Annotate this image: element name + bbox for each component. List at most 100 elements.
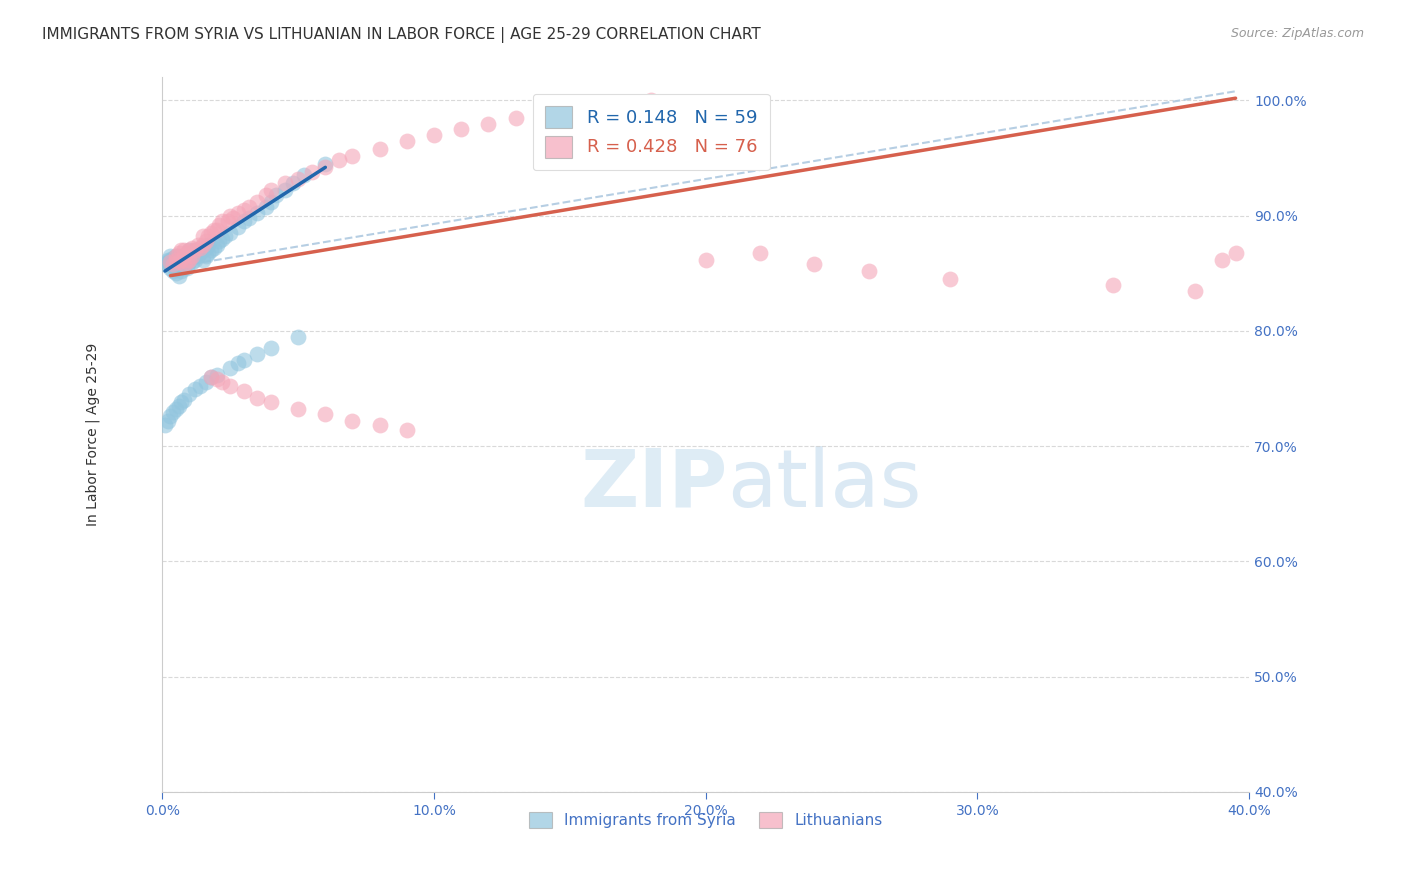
Point	[179, 255, 201, 269]
Point	[187, 249, 209, 263]
Point	[167, 399, 190, 413]
Point	[232, 384, 254, 398]
Point	[159, 260, 181, 275]
Point	[173, 260, 195, 275]
Point	[205, 368, 228, 382]
Point	[159, 249, 181, 263]
Point	[205, 222, 228, 236]
Point	[184, 244, 207, 258]
Text: Source: ZipAtlas.com: Source: ZipAtlas.com	[1230, 27, 1364, 40]
Point	[1102, 277, 1125, 292]
Point	[287, 330, 309, 344]
Point	[260, 395, 283, 409]
Point	[613, 95, 636, 110]
Point	[165, 249, 187, 263]
Point	[165, 255, 187, 269]
Point	[505, 111, 527, 125]
Point	[197, 245, 219, 260]
Point	[1184, 284, 1206, 298]
Point	[287, 402, 309, 417]
Point	[162, 257, 184, 271]
Point	[165, 260, 187, 275]
Point	[165, 252, 187, 267]
Point	[246, 206, 269, 220]
Point	[292, 169, 315, 183]
Point	[167, 255, 190, 269]
Point	[173, 257, 195, 271]
Point	[222, 211, 245, 225]
Point	[162, 404, 184, 418]
Point	[179, 244, 201, 258]
Y-axis label: In Labor Force | Age 25-29: In Labor Force | Age 25-29	[86, 343, 100, 526]
Point	[246, 194, 269, 209]
Point	[423, 128, 446, 142]
Point	[202, 241, 225, 255]
Point	[558, 103, 581, 117]
Point	[165, 402, 187, 417]
Point	[314, 407, 336, 421]
Point	[260, 194, 283, 209]
Point	[173, 249, 195, 263]
Point	[162, 255, 184, 269]
Point	[200, 226, 222, 240]
Point	[695, 252, 717, 267]
Point	[162, 252, 184, 266]
Point	[167, 245, 190, 260]
Point	[395, 134, 418, 148]
Point	[260, 341, 283, 355]
Point	[1225, 245, 1247, 260]
Point	[232, 214, 254, 228]
Point	[803, 257, 825, 271]
Point	[156, 414, 179, 428]
Point	[197, 237, 219, 252]
Point	[162, 260, 184, 274]
Point	[184, 244, 207, 258]
Point	[170, 244, 193, 258]
Point	[194, 234, 217, 248]
Point	[194, 375, 217, 389]
Point	[287, 172, 309, 186]
Point	[246, 391, 269, 405]
Point	[273, 177, 295, 191]
Point	[191, 229, 214, 244]
Point	[184, 382, 207, 396]
Point	[232, 202, 254, 217]
Point	[477, 116, 499, 130]
Point	[314, 157, 336, 171]
Point	[167, 255, 190, 269]
Point	[194, 249, 217, 263]
Point	[368, 418, 391, 433]
Point	[187, 237, 209, 252]
Point	[176, 255, 198, 269]
Point	[211, 214, 233, 228]
Point	[181, 249, 204, 263]
Point	[211, 375, 233, 389]
Point	[170, 252, 193, 267]
Point	[254, 188, 277, 202]
Point	[167, 268, 190, 283]
Point	[202, 222, 225, 236]
Point	[165, 266, 187, 280]
Point	[200, 244, 222, 258]
Point	[165, 249, 187, 263]
Point	[328, 153, 350, 168]
Point	[939, 272, 962, 286]
Point	[858, 264, 880, 278]
Point	[368, 142, 391, 156]
Point	[200, 370, 222, 384]
Point	[191, 237, 214, 252]
Point	[219, 360, 242, 375]
Point	[156, 255, 179, 269]
Point	[173, 244, 195, 258]
Point	[266, 188, 288, 202]
Point	[170, 264, 193, 278]
Point	[219, 226, 242, 240]
Point	[176, 260, 198, 275]
Point	[181, 245, 204, 260]
Point	[179, 252, 201, 267]
Point	[238, 200, 260, 214]
Point	[170, 257, 193, 271]
Point	[170, 252, 193, 267]
Point	[173, 393, 195, 408]
Point	[181, 255, 204, 269]
